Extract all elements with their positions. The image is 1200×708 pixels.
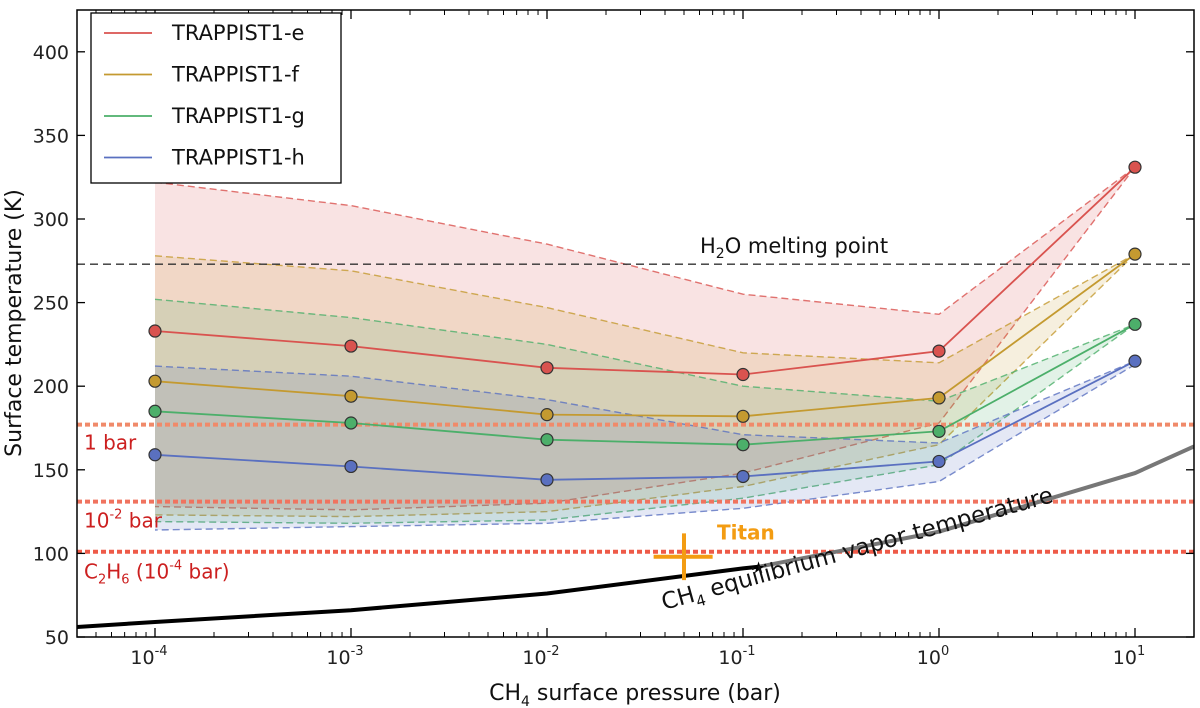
series-line-2 [154, 323, 1136, 446]
label-1-bar: 1 bar [84, 431, 137, 455]
point-2-3 [736, 438, 750, 452]
point-1-0 [148, 374, 162, 388]
series-line-3 [154, 360, 1136, 481]
point-3-4 [932, 454, 946, 469]
point-3-3 [736, 469, 750, 484]
h2o-label: H2O melting point [700, 234, 888, 262]
point-1-2 [540, 408, 554, 422]
x-tick-label: 10-1 [718, 644, 755, 669]
titan-label: Titan [717, 520, 775, 544]
axes: 50 100 150 200 250 300 350 400 10-4 10-3 10-2 10-1 1… [2, 10, 1195, 708]
label-10-2-bar: 10-2 bar [84, 508, 163, 533]
series-line-0 [154, 166, 1136, 376]
legend: TRAPPIST1-e TRAPPIST1-f TRAPPIST1-g TRAPPIS… [90, 12, 342, 184]
point-2-5 [1128, 317, 1142, 331]
series-line-1 [154, 253, 1136, 418]
y-tick-label: 100 [33, 543, 69, 565]
x-tick-label: 10-3 [326, 644, 363, 669]
point-1-5 [1128, 247, 1142, 261]
point-3-1 [344, 459, 358, 474]
series-lines [154, 166, 1136, 481]
point-3-0 [148, 448, 162, 462]
point-1-1 [344, 389, 358, 403]
band-lower-0 [154, 166, 1136, 511]
y-tick-label: 250 [33, 293, 69, 315]
point-3-5 [1128, 354, 1142, 368]
point-1-4 [932, 391, 946, 405]
uncertainty-bands [154, 166, 1136, 531]
plot-frame [76, 9, 1195, 638]
band-fill-1 [155, 254, 1135, 517]
point-0-0 [148, 324, 162, 338]
band-upper-0 [154, 166, 1136, 316]
legend-box [90, 12, 342, 184]
y-tick-label: 50 [45, 627, 69, 649]
titan-marker-group: Titan [653, 520, 775, 581]
band-upper-1 [154, 253, 1136, 364]
point-0-4 [932, 344, 946, 358]
point-2-1 [344, 416, 358, 430]
x-tick-label: 101 [1113, 644, 1145, 669]
point-3-2 [540, 473, 554, 487]
data-markers [148, 160, 1142, 487]
vapor-curve-gray [758, 444, 1194, 569]
band-lower-3 [154, 363, 1136, 531]
point-0-5 [1128, 160, 1142, 174]
point-0-2 [540, 361, 554, 375]
legend-label-3: TRAPPIST1-h [171, 146, 305, 170]
point-0-1 [344, 339, 358, 353]
y-tick-label: 150 [33, 460, 69, 482]
point-2-0 [148, 404, 162, 418]
point-1-3 [736, 409, 750, 423]
y-tick-label: 300 [33, 209, 69, 231]
label-c2h6: C2H6 (10-4 bar) [84, 559, 230, 588]
vapor-star-icon: ★ [751, 558, 765, 577]
x-tick-label: 100 [917, 644, 949, 669]
y-tick-label: 400 [33, 42, 69, 64]
legend-label-2: TRAPPIST1-g [171, 104, 305, 128]
vapor-curve-group: ★ [77, 444, 1194, 629]
legend-label-0: TRAPPIST1-e [171, 21, 304, 45]
band-lower-2 [154, 323, 1136, 525]
x-tick-label: 10-4 [130, 644, 167, 669]
y-tick-label: 200 [33, 376, 69, 398]
vapor-curve-solid [77, 564, 759, 629]
reference-lines [77, 263, 1194, 554]
legend-label-1: TRAPPIST1-f [171, 63, 300, 87]
y-tick-label: 350 [33, 125, 69, 147]
band-fill-2 [155, 299, 1135, 524]
y-axis-title: Surface temperature (K) [2, 189, 27, 457]
point-2-4 [932, 424, 946, 438]
point-2-2 [540, 433, 554, 447]
x-axis-title: CH4 surface pressure (bar) [489, 681, 781, 708]
band-lower-1 [154, 253, 1136, 518]
point-0-3 [736, 367, 750, 382]
x-tick-label: 10-2 [522, 644, 559, 669]
band-upper-2 [154, 298, 1136, 402]
